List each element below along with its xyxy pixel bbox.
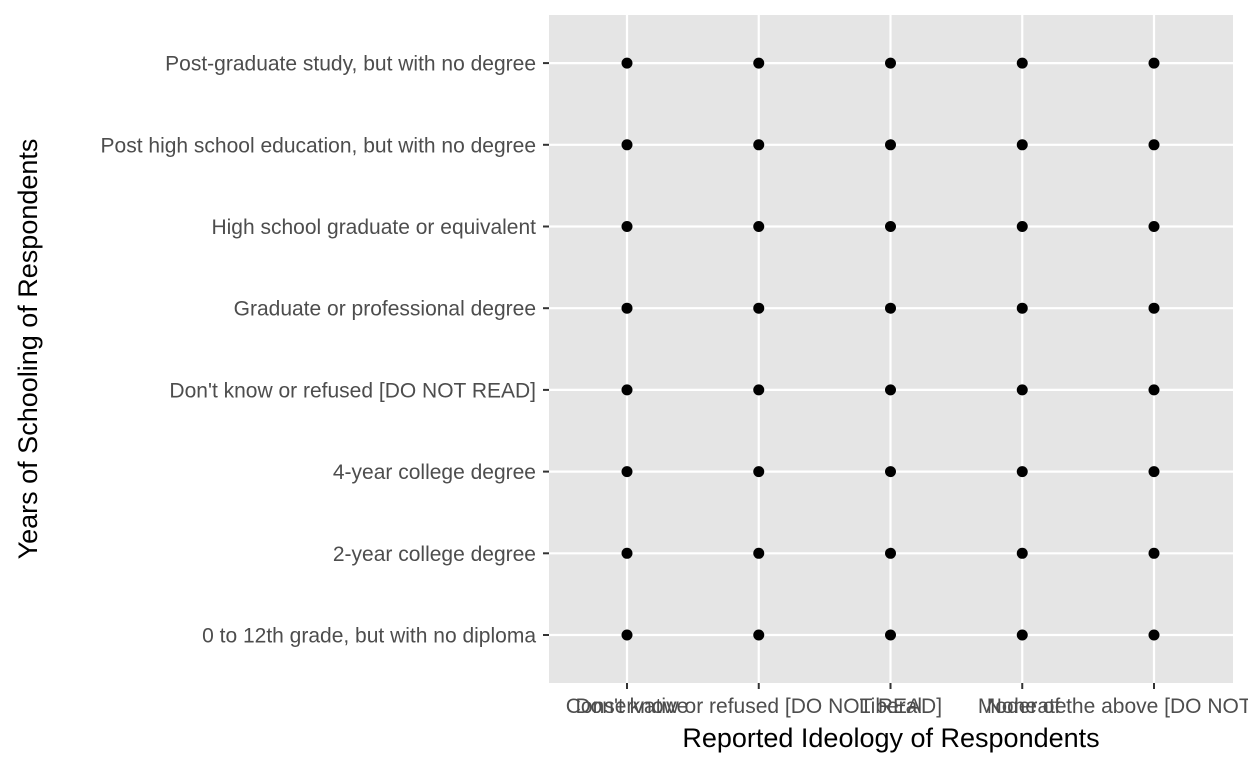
data-point [621, 221, 633, 232]
data-point [621, 139, 633, 151]
data-point [621, 384, 633, 396]
data-point [621, 302, 633, 314]
data-points [621, 57, 1160, 641]
data-point [1016, 302, 1028, 314]
y-tick-label: Post-graduate study, but with no degree [165, 53, 536, 76]
data-point [1148, 547, 1160, 559]
data-point [621, 629, 633, 641]
data-point [621, 547, 633, 559]
y-axis-title: Years of Schooling of Respondents [13, 139, 43, 560]
x-tick-label: Moderate [978, 695, 1067, 718]
data-point [1016, 139, 1028, 151]
data-point [753, 384, 765, 396]
data-point [753, 139, 765, 151]
data-point [885, 302, 896, 314]
data-point [1148, 221, 1160, 232]
axis-ticks [543, 62, 1155, 689]
y-tick-label: Graduate or professional degree [234, 298, 536, 321]
data-point [1148, 466, 1160, 478]
data-point [885, 221, 896, 232]
data-point [1148, 302, 1160, 314]
data-point [1016, 384, 1028, 396]
data-point [621, 466, 633, 478]
data-point [1148, 629, 1160, 641]
x-tick-label: Don't know or refused [DO NOT READ] [575, 695, 942, 718]
x-tick-label: Liberal [859, 695, 922, 718]
y-tick-label: Post high school education, but with no … [101, 134, 536, 157]
data-point [885, 629, 896, 641]
data-point [1148, 384, 1160, 396]
x-axis-title: Reported Ideology of Respondents [682, 723, 1099, 753]
y-tick-label: Don't know or refused [DO NOT READ] [169, 379, 536, 402]
data-point [753, 57, 765, 69]
data-point [885, 466, 896, 478]
data-point [753, 302, 765, 314]
data-point [1016, 466, 1028, 478]
y-tick-label: 2-year college degree [333, 543, 536, 566]
data-point [885, 547, 896, 559]
data-point [621, 57, 633, 69]
data-point [753, 221, 765, 232]
data-point [885, 139, 896, 151]
x-tick-label: Conservative [566, 695, 689, 718]
y-tick-label: High school graduate or equivalent [211, 216, 536, 239]
data-point [1148, 139, 1160, 151]
data-point [753, 629, 765, 641]
data-point [753, 547, 765, 559]
x-tick-label: None of the above [DO NOT READ] [987, 695, 1248, 718]
data-point [1016, 221, 1028, 232]
data-point [1016, 57, 1028, 69]
y-tick-labels: 0 to 12th grade, but with no diploma 2-ye… [101, 53, 537, 648]
data-point [1148, 57, 1160, 69]
y-tick-label: 0 to 12th grade, but with no diploma [202, 625, 536, 648]
y-tick-label: 4-year college degree [333, 461, 536, 484]
data-point [1016, 629, 1028, 641]
data-point [885, 384, 896, 396]
data-point [1016, 547, 1028, 559]
data-point [885, 57, 896, 69]
data-point [753, 466, 765, 478]
